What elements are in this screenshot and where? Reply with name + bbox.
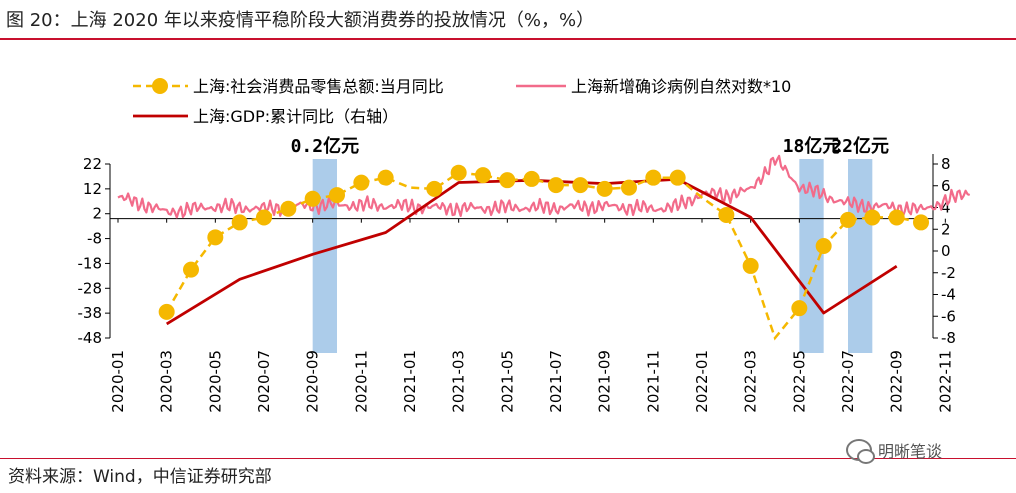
- series-group: [117, 154, 971, 341]
- left-tick-label: -38: [78, 304, 103, 322]
- retail-point: [158, 303, 175, 320]
- right-tick-label: -6: [941, 307, 956, 325]
- left-tick-label: -48: [78, 329, 103, 347]
- retail-point: [377, 169, 394, 186]
- retail-point: [426, 180, 443, 197]
- retail-point: [329, 187, 345, 204]
- x-tick-label: 2022-01: [693, 350, 711, 413]
- x-tick-label: 2020-09: [304, 350, 322, 413]
- retail-point: [791, 300, 808, 317]
- x-tick-label: 2020-07: [255, 350, 273, 413]
- x-tick-label: 2022-11: [936, 350, 954, 413]
- x-tick-label: 2021-03: [450, 350, 468, 413]
- retail-point: [231, 214, 248, 231]
- retail-point: [621, 179, 637, 196]
- source-note: 资料来源：Wind，中信证券研究部: [8, 467, 272, 487]
- x-tick-label: 2020-05: [206, 350, 224, 413]
- x-tick-label: 2022-03: [742, 350, 760, 413]
- left-tick-label: 22: [83, 155, 102, 173]
- chat-bubble-icon: [846, 439, 875, 464]
- retail-point: [888, 209, 905, 226]
- retail-point: [864, 209, 881, 226]
- x-tick-label: 2022-05: [790, 350, 808, 413]
- retail-point: [840, 211, 856, 228]
- right-tick-label: -2: [941, 264, 956, 282]
- left-tick-label: -8: [87, 230, 102, 248]
- right-tick-label: -8: [941, 329, 956, 347]
- right-tick-label: 0: [941, 242, 951, 260]
- retail-point: [280, 200, 297, 217]
- x-tick-label: 2021-01: [401, 350, 419, 413]
- x-tick-label: 2020-03: [158, 350, 176, 413]
- covid-series-line: [117, 154, 971, 219]
- retail-point: [304, 190, 321, 207]
- retail-point: [450, 164, 467, 181]
- retail-point: [913, 214, 929, 231]
- x-tick-label: 2020-01: [109, 350, 127, 413]
- x-tick-label: 2021-11: [644, 350, 662, 413]
- retail-point: [207, 229, 224, 246]
- retail-point: [353, 174, 370, 191]
- retail-point: [645, 169, 662, 186]
- retail-point: [815, 238, 832, 255]
- retail-point: [183, 261, 199, 278]
- retail-point: [523, 170, 540, 187]
- band-label-2: 18亿元: [783, 135, 841, 157]
- right-tick-label: 6: [941, 177, 951, 195]
- retail-point: [718, 206, 735, 223]
- gdp-series-line: [165, 177, 898, 326]
- retail-point: [742, 257, 759, 274]
- legend-label-covid: 上海新增确诊病例自然对数*10: [571, 77, 791, 96]
- x-tick-label: 2021-09: [596, 350, 614, 413]
- x-tick-label: 2020-11: [352, 350, 370, 413]
- retail-point: [256, 209, 272, 226]
- legend-label-retail: 上海:社会消费品零售总额:当月同比: [193, 77, 444, 96]
- retail-point: [499, 172, 516, 189]
- x-tick-label: 2022-09: [888, 350, 906, 413]
- watermark: 明晰笔谈: [846, 438, 943, 464]
- top-rule: [0, 38, 1016, 40]
- band-3: [848, 159, 873, 353]
- legend-marker-retail: [152, 78, 168, 94]
- left-tick-label: -28: [78, 279, 103, 297]
- x-tick-label: 2022-07: [839, 350, 857, 413]
- left-tick-label: -18: [78, 254, 103, 272]
- band-label-3: 22亿元: [831, 135, 889, 157]
- chart-title: 图 20：上海 2020 年以来疫情平稳阶段大额消费券的投放情况（%，%）: [6, 10, 595, 31]
- watermark-text: 明晰笔谈: [878, 442, 943, 461]
- retail-point: [572, 177, 589, 194]
- axes: 22 12 2 -8 -18 -28 -38 -48 8 6 4 2 0 -2 -4 -6 -8 2020-01 2…: [78, 154, 956, 413]
- x-tick-label: 2021-05: [498, 350, 516, 413]
- legend: 上海:社会消费品零售总额:当月同比 上海新增确诊病例自然对数*10 上海:GDP:累…: [133, 77, 791, 126]
- right-tick-label: 2: [941, 220, 951, 238]
- retail-point: [669, 169, 686, 186]
- band-label-1: 0.2亿元: [291, 135, 360, 157]
- retail-point: [548, 177, 564, 194]
- left-tick-label: 12: [83, 180, 102, 198]
- right-tick-label: 4: [941, 199, 951, 217]
- x-tick-label: 2021-07: [547, 350, 565, 413]
- retail-point: [596, 180, 613, 197]
- right-tick-label: -4: [941, 286, 956, 304]
- retail-point: [475, 167, 491, 184]
- legend-label-gdp: 上海:GDP:累计同比（右轴）: [193, 107, 398, 126]
- right-tick-label: 8: [941, 155, 951, 173]
- bottom-rule: [0, 458, 1016, 459]
- left-tick-label: 2: [92, 205, 102, 223]
